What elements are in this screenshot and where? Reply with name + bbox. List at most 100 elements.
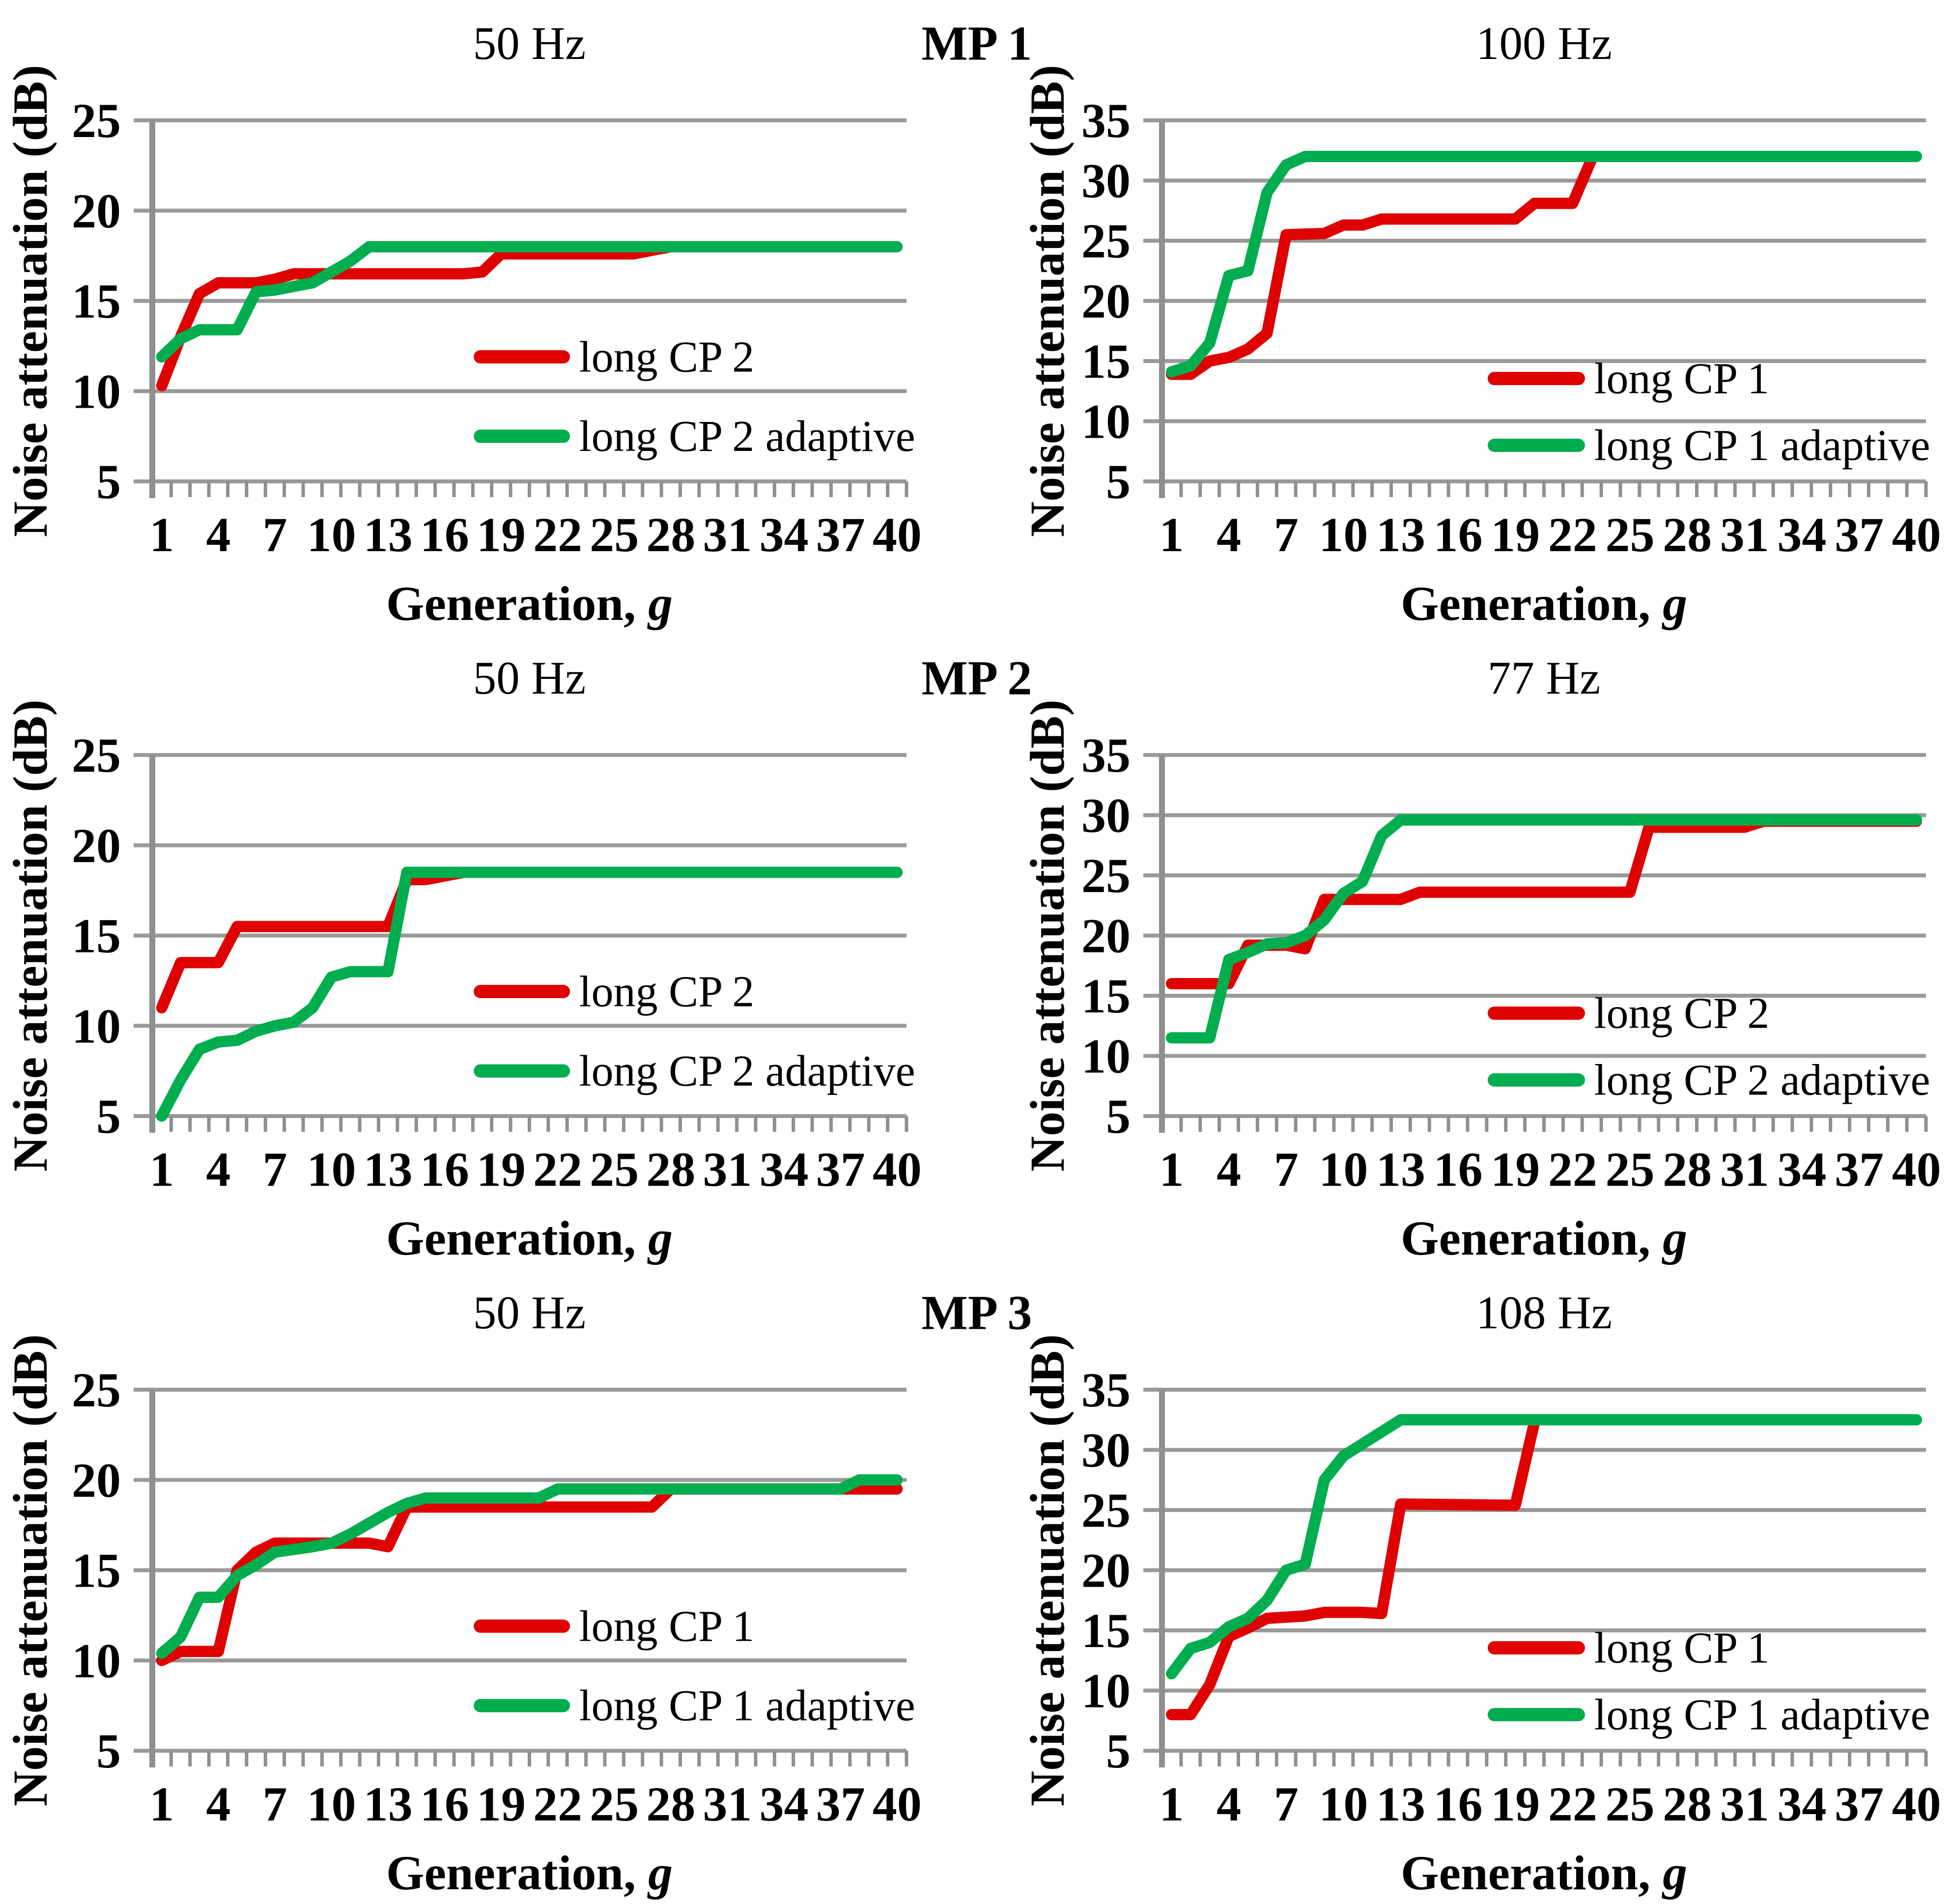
x-tick-label: 19	[477, 507, 526, 562]
y-axis-title: Noise attenuation (dB)	[1020, 700, 1075, 1172]
legend-label: long CP 2	[579, 967, 755, 1016]
x-axis-title: Generation, g	[386, 576, 673, 631]
x-tick-label: 34	[760, 1777, 809, 1831]
chart-title: 50 Hz	[473, 652, 586, 704]
x-tick-label: 22	[1548, 507, 1597, 562]
y-tick-label: 20	[1081, 1543, 1131, 1598]
x-tick-label: 7	[1274, 1142, 1299, 1197]
y-axis-title: Noise attenuation (dB)	[1020, 65, 1075, 537]
y-tick-label: 5	[96, 454, 121, 509]
x-tick-label: 37	[1835, 1142, 1884, 1197]
y-tick-label: 30	[1081, 1423, 1131, 1478]
x-axis-title: Generation, g	[1401, 1211, 1687, 1265]
x-tick-label: 31	[703, 1142, 752, 1197]
x-tick-label: 34	[760, 507, 809, 562]
x-tick-label: 22	[1548, 1142, 1597, 1197]
y-axis-title: Noise attenuation (dB)	[1020, 1334, 1075, 1806]
x-tick-label: 22	[533, 1777, 582, 1831]
legend-label: long CP 2 adaptive	[579, 412, 915, 461]
x-tick-label: 37	[1835, 1777, 1884, 1831]
x-tick-label: 25	[1605, 1777, 1654, 1831]
chart-title: 50 Hz	[473, 17, 586, 69]
x-tick-label: 4	[1217, 1142, 1241, 1197]
x-tick-label: 1	[1159, 1142, 1184, 1197]
x-tick-label: 1	[149, 1777, 174, 1831]
x-tick-label: 10	[307, 507, 356, 562]
x-tick-label: 19	[477, 1142, 526, 1197]
row-mp2: 5 10 15 20 25 1 4 7 10 13 16 19 22 25 28 31 34 37 40 long C…	[0, 635, 1953, 1269]
mp2-group-label: MP 2	[921, 650, 1032, 705]
legend-label: long CP 1 adaptive	[1594, 1691, 1930, 1739]
legend-label: long CP 1	[579, 1602, 755, 1651]
y-tick-label: 20	[72, 184, 121, 238]
y-axis-title: Noise attenuation (dB)	[3, 700, 57, 1172]
x-tick-label: 7	[1274, 1777, 1299, 1831]
x-tick-label: 22	[533, 1142, 582, 1197]
x-tick-label: 13	[364, 507, 413, 562]
x-tick-label: 37	[1835, 507, 1884, 562]
chart-mp3-50hz: 5 10 15 20 25 1 4 7 10 13 16 19 22 25 28 31 34 37 40 long C…	[0, 1269, 977, 1904]
legend-label: long CP 1 adaptive	[579, 1681, 915, 1730]
y-tick-label: 30	[1081, 788, 1131, 843]
x-tick-label: 28	[646, 1777, 695, 1831]
x-tick-label: 25	[590, 1777, 639, 1831]
x-axis-title: Generation, g	[386, 1211, 673, 1265]
x-tick-label: 25	[590, 1142, 639, 1197]
x-axis-title: Generation, g	[1401, 1846, 1687, 1900]
x-tick-label: 13	[1376, 1777, 1425, 1831]
series-line-green	[156, 867, 903, 1122]
y-tick-label: 5	[1106, 454, 1131, 509]
y-tick-label: 15	[72, 909, 121, 963]
x-tick-label: 1	[149, 507, 174, 562]
y-tick-label: 20	[1081, 274, 1131, 329]
y-tick-label: 20	[1081, 909, 1131, 963]
x-tick-label: 16	[1434, 507, 1483, 562]
x-tick-label: 37	[816, 1777, 865, 1831]
x-tick-label: 19	[1491, 1142, 1540, 1197]
y-tick-label: 10	[72, 364, 121, 419]
y-tick-label: 15	[1081, 969, 1131, 1023]
x-tick-label: 13	[1376, 507, 1425, 562]
series-line-red	[156, 867, 469, 1013]
x-tick-label: 4	[206, 507, 230, 562]
x-axis-title: Generation, g	[386, 1846, 673, 1900]
mp3-group-label: MP 3	[921, 1285, 1032, 1340]
y-tick-label: 5	[1106, 1724, 1131, 1778]
x-tick-label: 7	[262, 1777, 287, 1831]
series-line-red	[1165, 815, 1923, 989]
y-tick-label: 15	[72, 274, 121, 329]
x-tick-label: 13	[364, 1142, 413, 1197]
x-tick-label: 34	[1777, 507, 1826, 562]
x-tick-label: 34	[1777, 1142, 1826, 1197]
x-tick-label: 31	[1720, 507, 1769, 562]
x-tick-label: 4	[1217, 1777, 1241, 1831]
x-tick-label: 7	[262, 507, 287, 562]
x-tick-label: 1	[1159, 507, 1184, 562]
x-tick-label: 28	[1663, 507, 1712, 562]
y-tick-label: 35	[1081, 1363, 1131, 1417]
y-tick-label: 10	[1081, 1029, 1131, 1084]
x-tick-label: 40	[873, 1777, 922, 1831]
chart-mp2-77hz: 5 10 15 20 25 30 35 1 4 7 10 13 16 19 22 25 28 31 34 37 40 lo…	[976, 635, 1953, 1269]
x-tick-label: 31	[1720, 1777, 1769, 1831]
series-line-red	[156, 241, 677, 392]
x-tick-label: 31	[703, 507, 752, 562]
legend-label: long CP 1	[1594, 355, 1769, 403]
x-tick-label: 40	[873, 1142, 922, 1197]
y-tick-label: 35	[1081, 728, 1131, 783]
x-tick-label: 10	[1319, 507, 1368, 562]
y-tick-label: 10	[72, 1633, 121, 1688]
series-line-green	[156, 1474, 903, 1659]
x-tick-label: 4	[206, 1777, 230, 1831]
x-tick-label: 22	[533, 507, 582, 562]
x-tick-label: 25	[1605, 1142, 1654, 1197]
x-tick-label: 40	[1892, 1142, 1941, 1197]
y-tick-label: 25	[1081, 848, 1131, 903]
x-tick-label: 34	[1777, 1777, 1826, 1831]
series-line-green	[1165, 151, 1923, 378]
y-axis-title: Noise attenuation (dB)	[3, 1334, 57, 1806]
y-tick-label: 25	[72, 728, 121, 783]
row-mp1: 5 10 15 20 25 1 4 7 10 13 16 19 22 25 28 31 34 37 40 long C…	[0, 0, 1953, 635]
